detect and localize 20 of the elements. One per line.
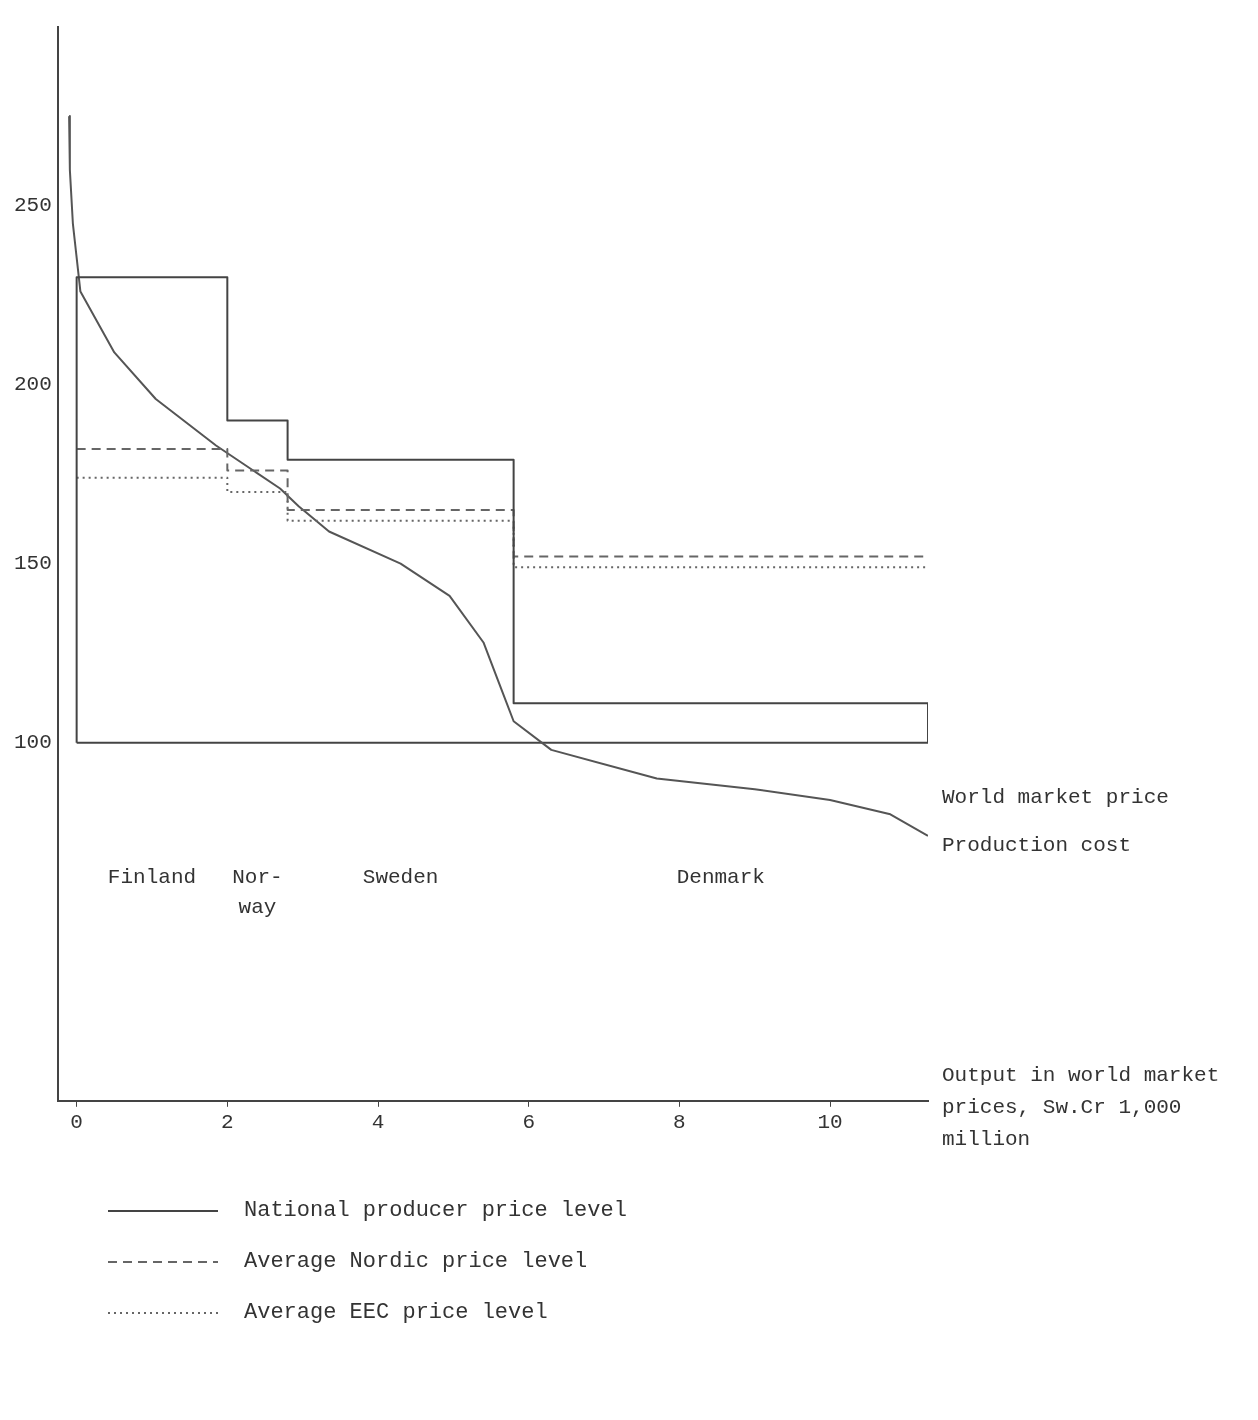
- y-tick-label: 150: [13, 552, 52, 576]
- y-tick-label: 250: [13, 194, 52, 218]
- y-tick-label: 100: [13, 731, 52, 755]
- series-label: Production cost: [942, 834, 1132, 858]
- annotation: Sweden: [362, 866, 439, 890]
- annotation: Nor- way: [232, 866, 283, 920]
- legend-label: Average EEC price level: [244, 1300, 548, 1325]
- ref-line-label: World market price: [942, 786, 1169, 810]
- annotation: Denmark: [676, 866, 765, 890]
- y-tick-label: 200: [13, 373, 52, 397]
- x-tick-label: 2: [221, 1110, 234, 1134]
- x-tick-label: 0: [70, 1110, 83, 1134]
- legend-label: National producer price level: [244, 1198, 627, 1223]
- x-tick-label: 8: [673, 1110, 686, 1134]
- legend-label: Average Nordic price level: [244, 1249, 588, 1274]
- x-tick-label: 6: [522, 1110, 535, 1134]
- annotation: Finland: [107, 866, 197, 890]
- x-axis-title: Output in world market prices, Sw.Cr 1,000 million: [942, 1064, 1220, 1152]
- x-tick-label: 10: [817, 1110, 843, 1134]
- x-tick-label: 4: [371, 1110, 385, 1134]
